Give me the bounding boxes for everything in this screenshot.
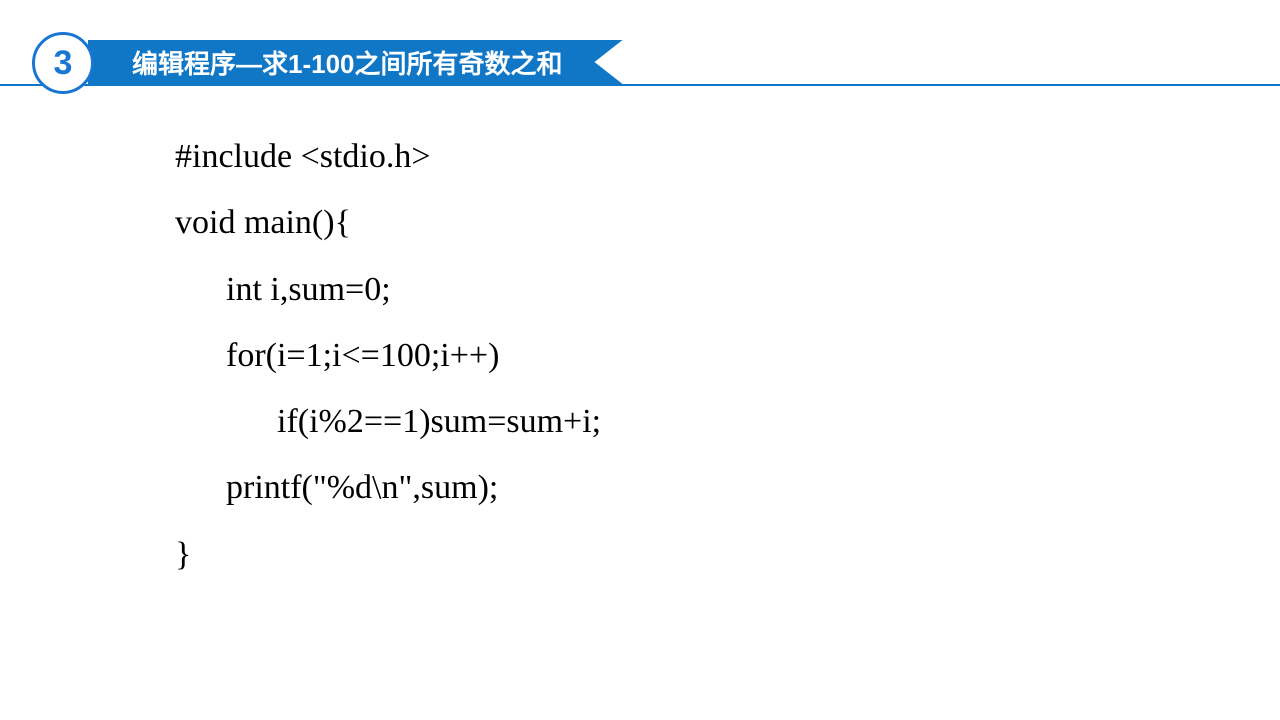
- code-line: if(i%2==1)sum=sum+i;: [175, 389, 601, 455]
- code-line: }: [175, 522, 601, 588]
- slide-header: 3 编辑程序—求1-100之间所有奇数之和: [0, 34, 1280, 92]
- code-line: for(i=1;i<=100;i++): [175, 323, 601, 389]
- section-number: 3: [54, 44, 73, 83]
- code-line: int i,sum=0;: [175, 257, 601, 323]
- code-block: #include <stdio.h> void main(){ int i,su…: [175, 124, 601, 588]
- header-title: 编辑程序—求1-100之间所有奇数之和: [132, 44, 563, 81]
- code-line: void main(){: [175, 190, 601, 256]
- section-number-badge: 3: [32, 32, 94, 94]
- header-underline: [0, 84, 1280, 86]
- code-line: printf("%d\n",sum);: [175, 455, 601, 521]
- header-banner: 编辑程序—求1-100之间所有奇数之和: [88, 40, 623, 84]
- code-line: #include <stdio.h>: [175, 124, 601, 190]
